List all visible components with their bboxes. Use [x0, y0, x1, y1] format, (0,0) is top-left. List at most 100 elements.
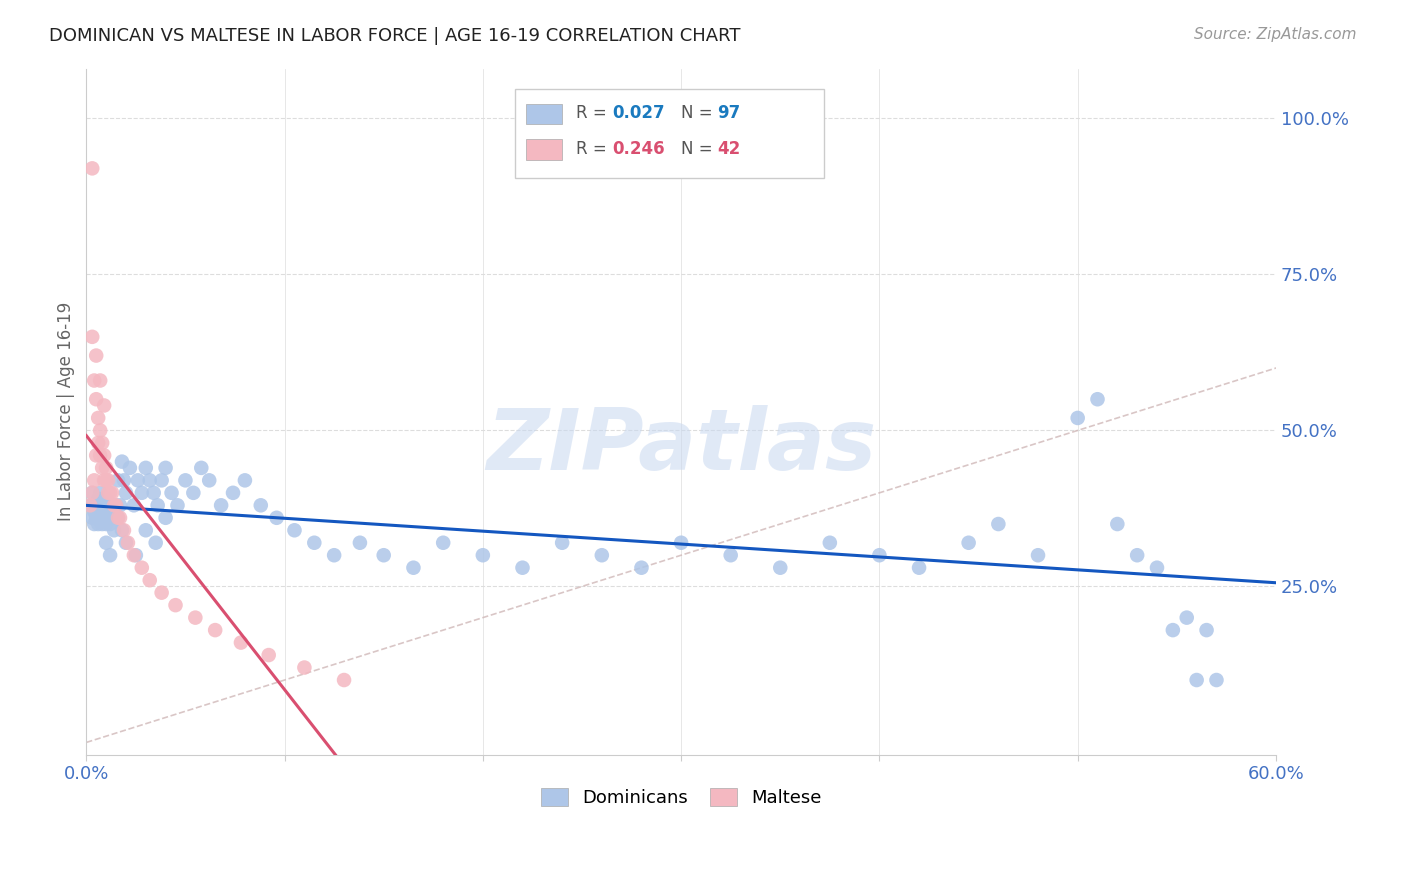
Point: [97, 498, 120, 512]
Point: [174, 474, 197, 488]
Point: [83, 474, 105, 488]
Point: [1066, 411, 1088, 425]
Text: 97: 97: [717, 104, 740, 122]
Point: [135, 523, 157, 537]
Text: DOMINICAN VS MALTESE IN LABOR FORCE | AGE 16-19 CORRELATION CHART: DOMINICAN VS MALTESE IN LABOR FORCE | AG…: [49, 27, 741, 45]
Point: [145, 535, 167, 549]
Point: [720, 548, 742, 562]
Point: [89, 485, 111, 500]
Point: [98, 516, 121, 531]
Point: [94, 491, 117, 506]
Point: [105, 498, 128, 512]
Point: [94, 516, 117, 531]
Point: [591, 548, 613, 562]
Point: [283, 523, 305, 537]
Point: [125, 548, 148, 562]
Point: [142, 485, 165, 500]
Point: [94, 535, 117, 549]
Point: [79, 498, 101, 512]
Point: [155, 461, 177, 475]
Point: [105, 510, 128, 524]
Point: [98, 485, 121, 500]
Text: 0.246: 0.246: [612, 140, 665, 158]
Point: [512, 560, 534, 574]
Point: [139, 573, 162, 587]
Point: [118, 461, 141, 475]
Text: N =: N =: [681, 140, 718, 158]
Point: [84, 498, 107, 512]
Point: [630, 560, 652, 574]
Point: [82, 485, 104, 500]
Point: [83, 504, 105, 518]
Point: [82, 330, 104, 344]
Point: [402, 560, 425, 574]
Point: [107, 510, 129, 524]
Point: [432, 535, 454, 549]
Point: [93, 510, 115, 524]
Point: [98, 504, 121, 518]
Point: [333, 673, 356, 687]
Point: [115, 485, 138, 500]
Point: [190, 461, 212, 475]
Point: [146, 498, 169, 512]
Point: [1175, 610, 1198, 624]
Point: [166, 498, 188, 512]
Point: [105, 498, 128, 512]
Point: [84, 349, 107, 363]
Point: [84, 449, 107, 463]
Point: [122, 498, 145, 512]
Point: [233, 474, 256, 488]
Point: [111, 455, 134, 469]
Point: [108, 510, 131, 524]
Text: Source: ZipAtlas.com: Source: ZipAtlas.com: [1194, 27, 1357, 42]
Point: [1205, 673, 1227, 687]
Point: [204, 623, 226, 637]
Point: [107, 474, 129, 488]
Point: [1107, 516, 1129, 531]
Point: [83, 374, 105, 388]
Point: [292, 660, 315, 674]
Point: [957, 535, 980, 549]
Text: 42: 42: [717, 140, 740, 158]
Text: ZIPatlas: ZIPatlas: [486, 405, 876, 488]
Point: [103, 498, 125, 512]
Point: [97, 474, 120, 488]
Point: [87, 516, 110, 531]
Text: 0.027: 0.027: [612, 104, 665, 122]
Point: [112, 523, 135, 537]
Point: [127, 474, 149, 488]
Point: [108, 498, 131, 512]
Point: [87, 411, 110, 425]
Point: [98, 548, 121, 562]
Point: [111, 523, 134, 537]
Point: [209, 498, 232, 512]
Point: [82, 485, 104, 500]
Point: [91, 516, 114, 531]
Point: [97, 485, 120, 500]
Point: [87, 436, 110, 450]
Point: [184, 610, 207, 624]
Point: [266, 510, 288, 524]
Point: [257, 648, 280, 662]
Point: [868, 548, 890, 562]
Point: [160, 485, 183, 500]
Point: [89, 510, 111, 524]
Point: [551, 535, 574, 549]
Bar: [526, 103, 562, 124]
Point: [669, 535, 692, 549]
Point: [115, 535, 138, 549]
Point: [183, 485, 205, 500]
Point: [349, 535, 371, 549]
Point: [198, 474, 221, 488]
Point: [818, 535, 841, 549]
Point: [323, 548, 346, 562]
Point: [93, 474, 115, 488]
Point: [89, 374, 111, 388]
Point: [1026, 548, 1049, 562]
Text: R =: R =: [576, 104, 613, 122]
Point: [103, 523, 125, 537]
Point: [769, 560, 792, 574]
Point: [1161, 623, 1184, 637]
Point: [89, 498, 111, 512]
Point: [304, 535, 326, 549]
